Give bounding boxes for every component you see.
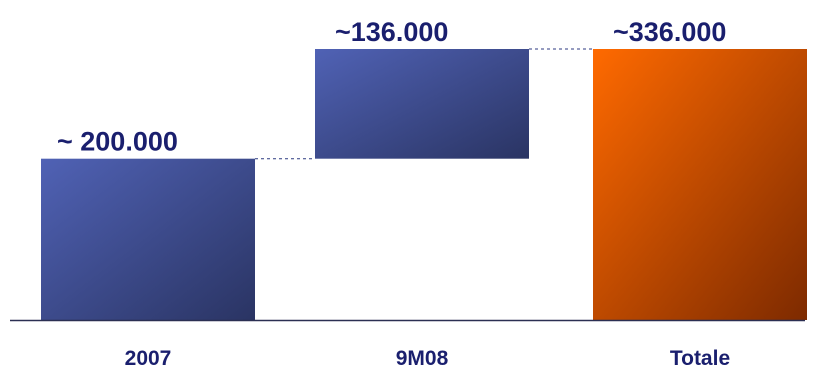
category-label-totale: Totale	[670, 347, 730, 370]
value-labels-layer: ~ 200.000 ~136.000 ~336.000	[57, 17, 726, 157]
bar-9m08	[315, 49, 529, 159]
value-label-2007: ~ 200.000	[57, 127, 178, 157]
connectors-layer	[255, 48, 593, 160]
bar-2007	[41, 158, 255, 320]
category-labels-layer: 2007 9M08 Totale	[125, 347, 731, 370]
category-label-2007: 2007	[125, 347, 172, 370]
bars-layer	[41, 49, 807, 320]
bar-totale	[593, 49, 807, 320]
category-label-9m08: 9M08	[396, 347, 449, 370]
value-label-totale: ~336.000	[613, 17, 726, 47]
value-label-9m08: ~136.000	[335, 17, 448, 47]
